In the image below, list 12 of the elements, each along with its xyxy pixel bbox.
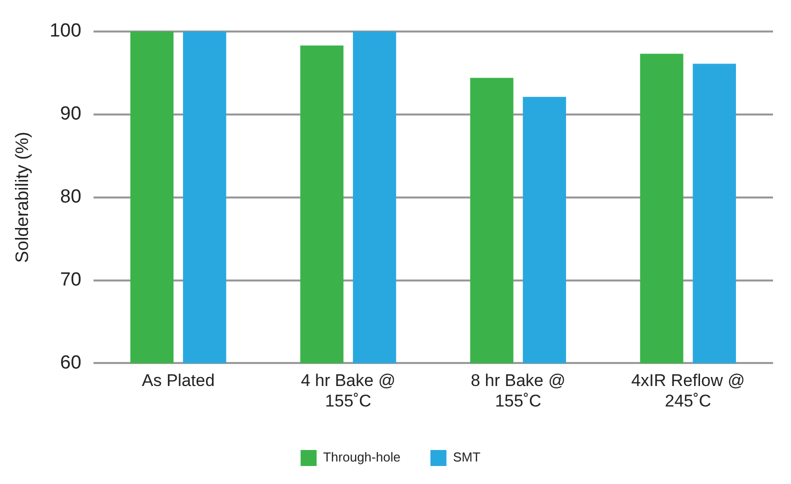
x-tick-label: As Plated	[142, 371, 215, 390]
x-tick-label: 4 hr Bake @ 155˚C	[300, 371, 396, 410]
y-tick-label: 90	[60, 104, 82, 125]
x-tick-label: 8 hr Bake @ 155˚C	[470, 371, 566, 410]
legend-label: SMT	[452, 450, 480, 465]
y-tick-label: 60	[60, 352, 82, 374]
legend-label: Through-hole	[323, 450, 400, 465]
y-tick-label: 80	[60, 186, 82, 208]
y-axis-title: Solderability (%)	[12, 132, 32, 263]
y-tick-label: 100	[50, 20, 82, 42]
y-tick-label: 70	[60, 269, 82, 290]
x-tick-label: 4xIR Reflow @ 245˚C	[631, 371, 745, 410]
